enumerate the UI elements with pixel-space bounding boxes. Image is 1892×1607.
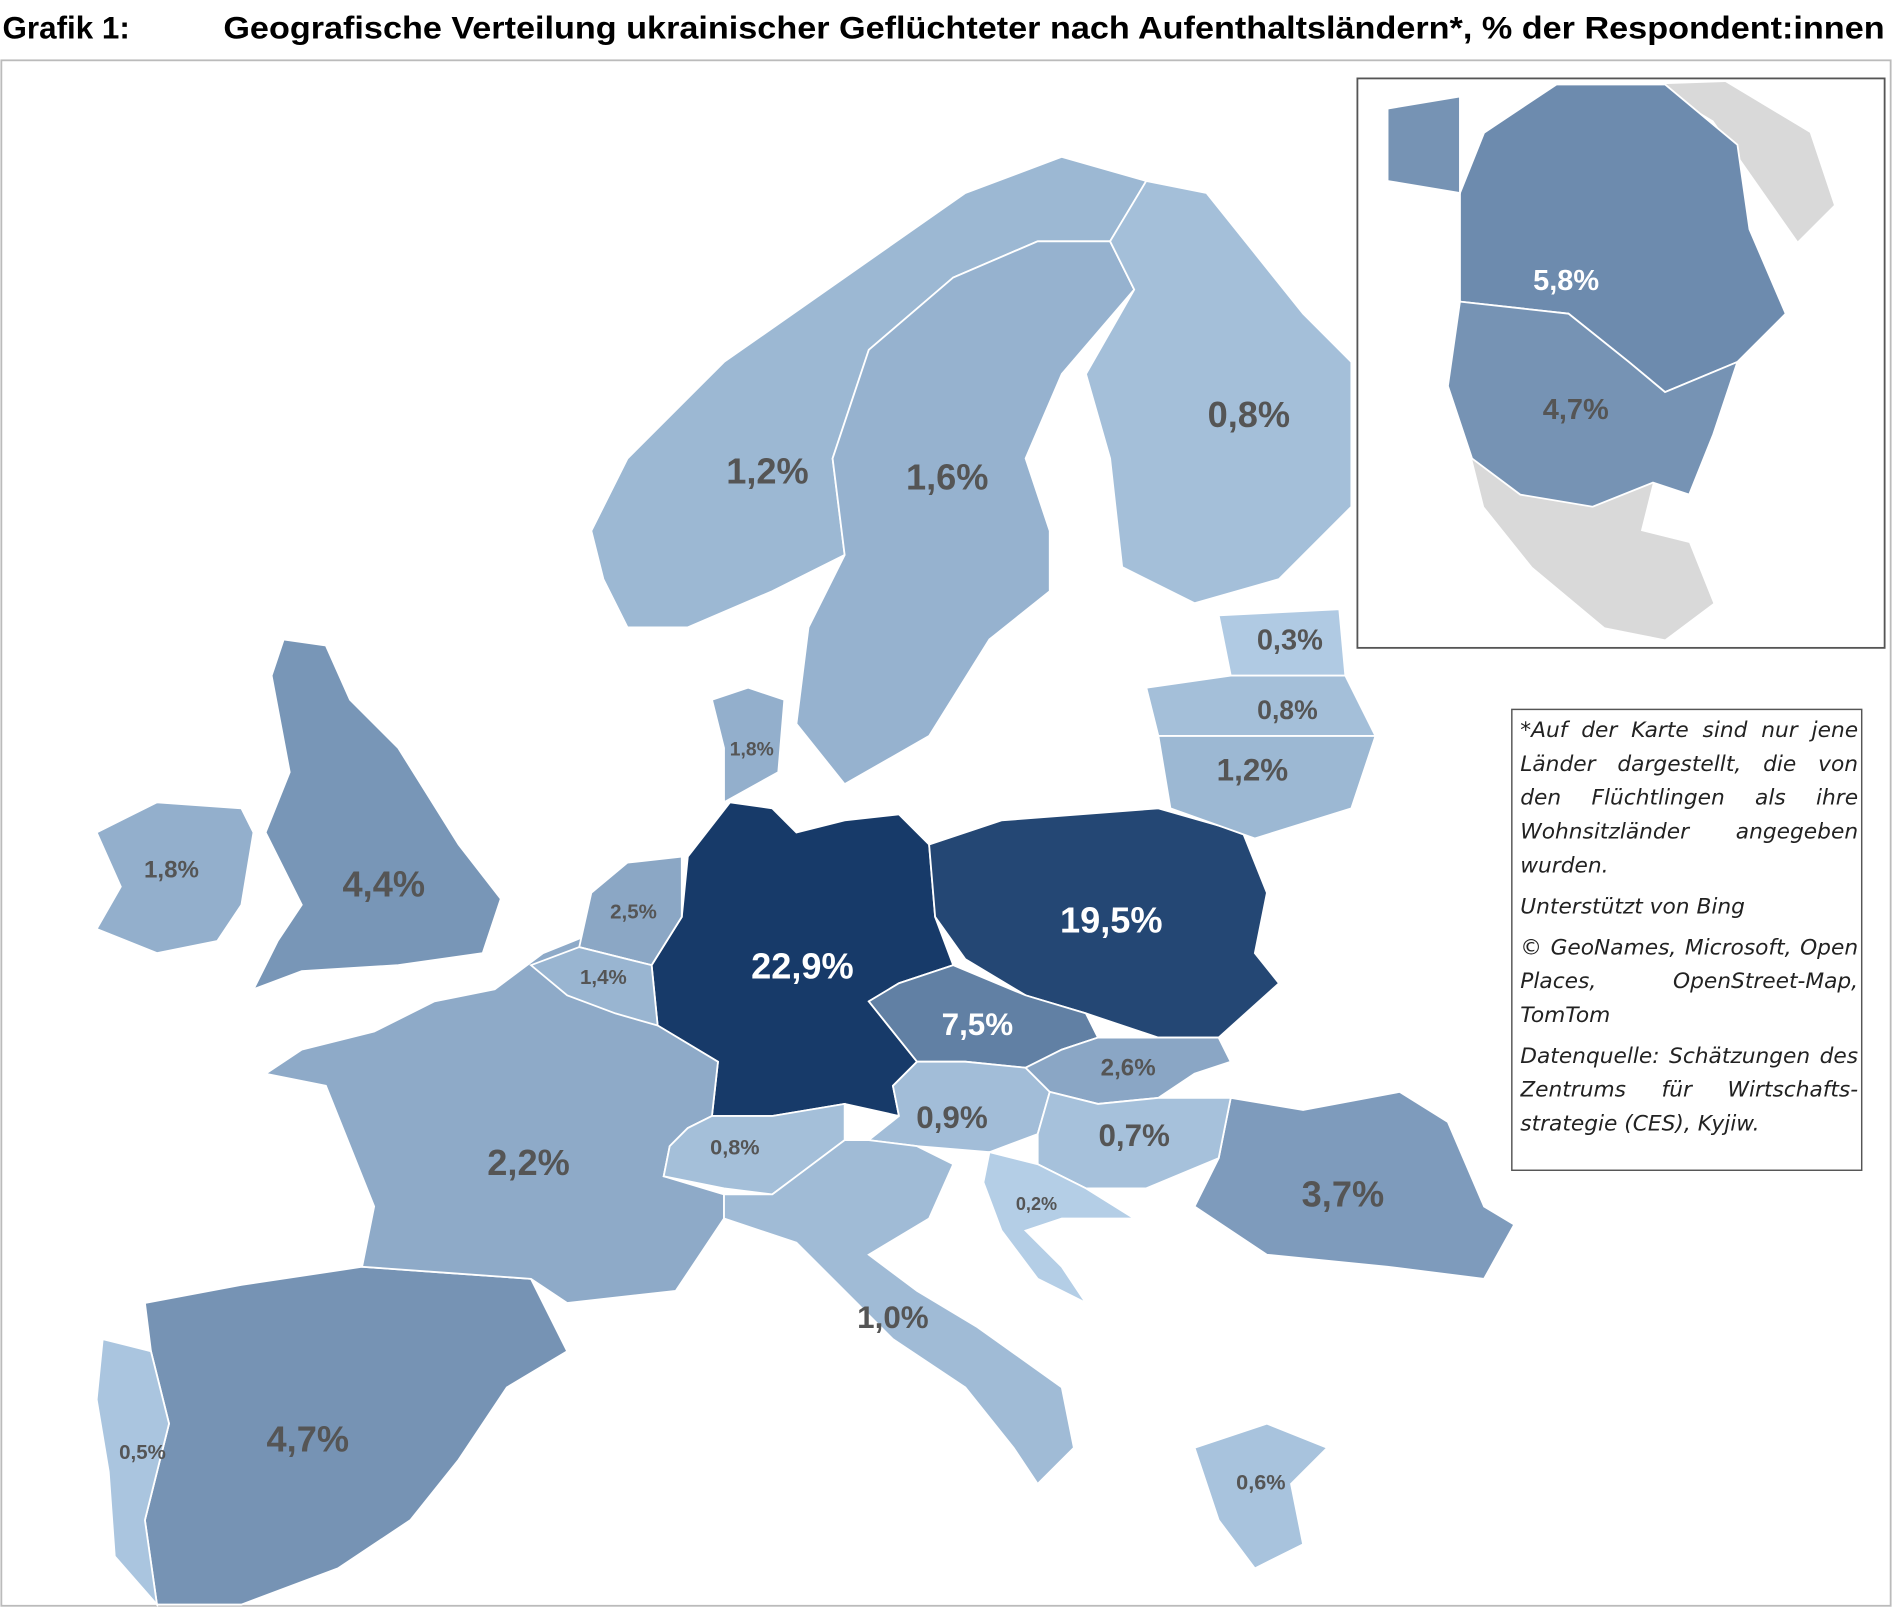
- region-label: 1,8%: [730, 740, 774, 761]
- region-label: 19,5%: [1060, 900, 1163, 941]
- region-label: 0,2%: [1016, 1194, 1057, 1214]
- region-label: 3,7%: [1302, 1173, 1384, 1214]
- region-label: 0,7%: [1098, 1118, 1170, 1153]
- region: [928, 807, 1281, 1039]
- region-label: 5,8%: [1533, 265, 1599, 297]
- region-label: 2,5%: [610, 901, 657, 924]
- region: [795, 240, 1136, 786]
- region-label: 0,9%: [916, 1100, 988, 1135]
- figure-title: Geografische Verteilung ukrainischer Gef…: [223, 11, 1884, 46]
- region: [723, 1139, 1075, 1486]
- note: *Auf der Karte sind nur jene Länder darg…: [1520, 717, 1859, 879]
- region-label: 0,3%: [1257, 624, 1323, 656]
- greenland: [1652, 82, 1834, 242]
- notes: *Auf der Karte sind nur jene Länder darg…: [1520, 714, 1858, 1141]
- notes-container: *Auf der Karte sind nur jene Länder darg…: [1520, 714, 1858, 1141]
- region: [1084, 179, 1353, 605]
- region: [1193, 1090, 1516, 1280]
- region-label: 0,6%: [1236, 1470, 1285, 1495]
- region: [1193, 1422, 1329, 1570]
- region-label: 0,8%: [1257, 695, 1317, 725]
- region: [251, 638, 502, 991]
- region-label: 2,2%: [487, 1142, 569, 1183]
- region-label: 4,7%: [267, 1418, 349, 1459]
- inset-map: 5,8% 4,7%: [1386, 83, 1787, 508]
- note: Unterstützt von Bing: [1520, 893, 1745, 920]
- region-label: 1,2%: [1217, 752, 1289, 787]
- region-label: 0,5%: [119, 1441, 166, 1464]
- region: [263, 927, 725, 1304]
- region-label: 4,7%: [1543, 394, 1609, 426]
- region-label: 1,0%: [857, 1300, 929, 1335]
- region-label: 0,8%: [710, 1134, 759, 1159]
- region-label: 2,6%: [1101, 1054, 1156, 1081]
- note: © GeoNames, Microsoft, Open Places, Open…: [1520, 935, 1859, 1028]
- region: [982, 1151, 1138, 1306]
- mexico: [1472, 458, 1714, 640]
- region-label: 1,2%: [726, 451, 808, 492]
- region: [1036, 1090, 1232, 1190]
- note: Datenquelle: Schätzungen des Zentrums fü…: [1520, 1043, 1859, 1137]
- region: [1386, 95, 1739, 508]
- region: [1157, 735, 1377, 840]
- europe-map: 22,9% 19,5% 7,5% 4,4% 4,7% 3,7% 2,2% 1,8% 2,5% 1,…: [95, 155, 1516, 1607]
- region-label: 4,4%: [343, 863, 425, 904]
- region: [95, 1338, 170, 1607]
- region-label: 7,5%: [942, 1007, 1014, 1042]
- region: [1024, 1036, 1232, 1105]
- region: [710, 686, 786, 804]
- figure-label: Grafik 1:: [3, 11, 130, 46]
- notes-box: [1511, 708, 1863, 1171]
- region-label: 1,8%: [144, 856, 199, 883]
- region-label: 0,8%: [1208, 394, 1290, 435]
- region-label: 22,9%: [751, 945, 854, 986]
- region: [529, 946, 659, 1027]
- region: [95, 801, 255, 955]
- region-label: 1,4%: [580, 966, 627, 989]
- region-label: 1,6%: [906, 457, 988, 498]
